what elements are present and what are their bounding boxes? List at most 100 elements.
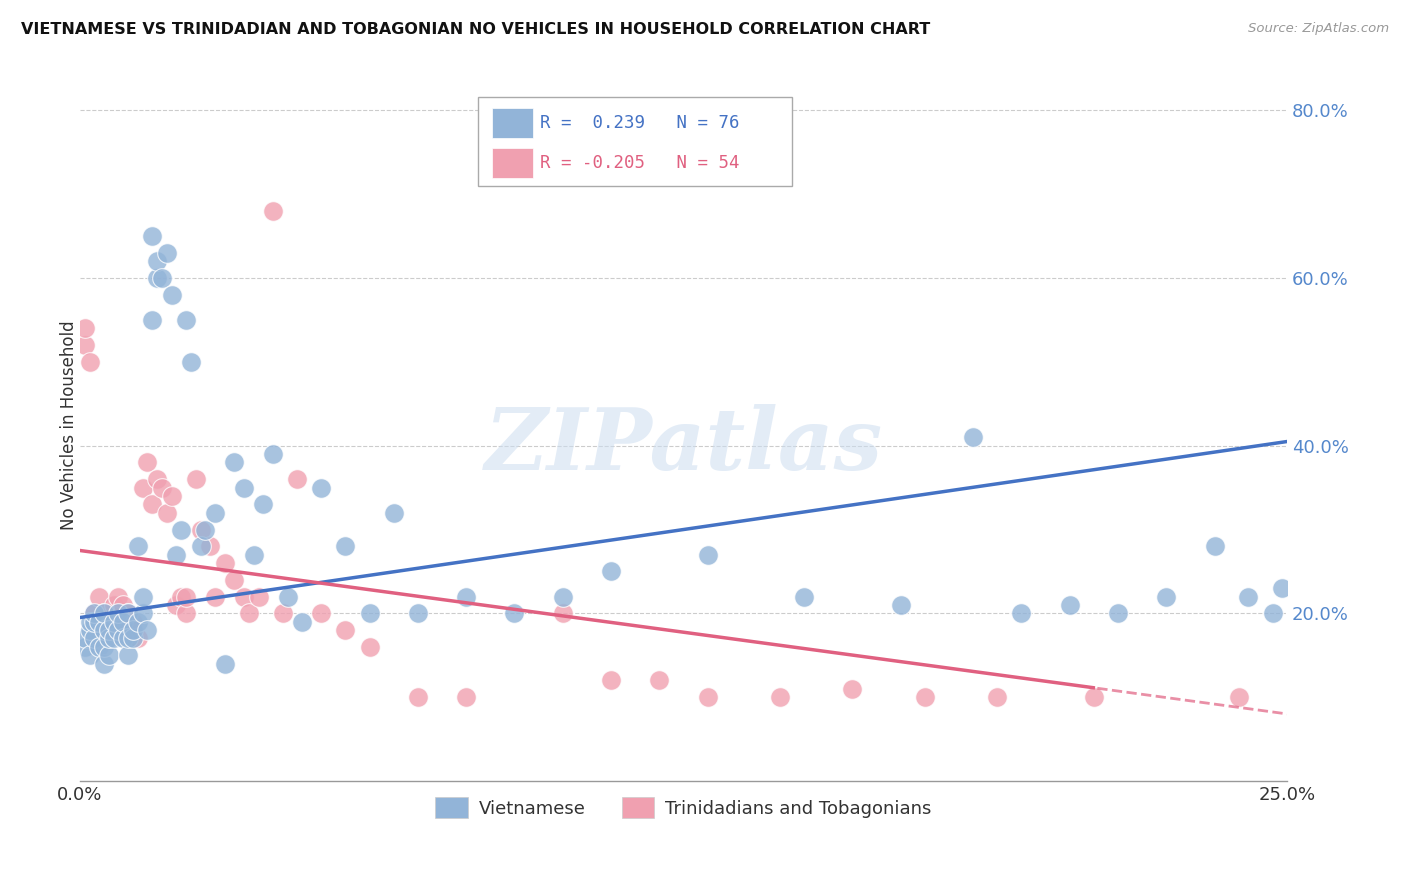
Point xyxy=(89,640,111,654)
Point xyxy=(1227,690,1250,705)
Point xyxy=(165,548,187,562)
Point xyxy=(174,590,197,604)
Point xyxy=(83,607,105,621)
Point xyxy=(89,590,111,604)
Point xyxy=(841,681,863,696)
Point xyxy=(1107,607,1129,621)
Point xyxy=(406,690,429,705)
Point xyxy=(962,430,984,444)
Point xyxy=(276,590,298,604)
Point xyxy=(160,288,183,302)
Point xyxy=(335,623,357,637)
Point xyxy=(156,246,179,260)
Point xyxy=(1011,607,1033,621)
Point xyxy=(382,506,405,520)
Point xyxy=(174,607,197,621)
Point xyxy=(112,598,135,612)
Point xyxy=(214,556,236,570)
Point xyxy=(311,481,333,495)
Point xyxy=(127,615,149,629)
Point xyxy=(359,640,381,654)
Point xyxy=(335,539,357,553)
Point xyxy=(551,590,574,604)
Point xyxy=(1204,539,1226,553)
Point xyxy=(141,229,163,244)
Point xyxy=(184,472,207,486)
Point xyxy=(194,523,217,537)
Point xyxy=(122,623,145,637)
Point xyxy=(83,632,105,646)
Point xyxy=(73,632,96,646)
Point xyxy=(406,607,429,621)
Point xyxy=(190,539,212,553)
Point xyxy=(117,623,139,637)
Point xyxy=(127,632,149,646)
Text: Source: ZipAtlas.com: Source: ZipAtlas.com xyxy=(1249,22,1389,36)
Point xyxy=(93,623,115,637)
Point xyxy=(97,615,120,629)
Point xyxy=(551,607,574,621)
Point xyxy=(170,523,193,537)
Point xyxy=(112,615,135,629)
Point xyxy=(262,447,284,461)
Point xyxy=(224,455,246,469)
Point xyxy=(117,648,139,663)
Text: R =  0.239   N = 76: R = 0.239 N = 76 xyxy=(540,113,740,132)
Point xyxy=(79,355,101,369)
Point xyxy=(127,539,149,553)
Point xyxy=(103,615,125,629)
Point xyxy=(146,271,169,285)
Point xyxy=(73,640,96,654)
Point xyxy=(233,481,256,495)
Point xyxy=(271,607,294,621)
Point xyxy=(122,615,145,629)
Point xyxy=(890,598,912,612)
Text: VIETNAMESE VS TRINIDADIAN AND TOBAGONIAN NO VEHICLES IN HOUSEHOLD CORRELATION CH: VIETNAMESE VS TRINIDADIAN AND TOBAGONIAN… xyxy=(21,22,931,37)
Point xyxy=(117,607,139,621)
Text: R = -0.205   N = 54: R = -0.205 N = 54 xyxy=(540,154,740,172)
Point xyxy=(1156,590,1178,604)
Point xyxy=(150,481,173,495)
Point xyxy=(1261,607,1284,621)
Point xyxy=(238,607,260,621)
Point xyxy=(150,271,173,285)
Text: ZIPatlas: ZIPatlas xyxy=(485,404,883,488)
Point xyxy=(285,472,308,486)
Point xyxy=(141,313,163,327)
Point xyxy=(180,355,202,369)
Point xyxy=(131,481,153,495)
Point xyxy=(93,640,115,654)
Point xyxy=(79,623,101,637)
Point xyxy=(117,607,139,621)
Point xyxy=(107,590,129,604)
Point xyxy=(107,615,129,629)
Point xyxy=(160,489,183,503)
Point xyxy=(456,590,478,604)
Point xyxy=(204,590,226,604)
Point xyxy=(83,607,105,621)
Point xyxy=(117,632,139,646)
Point xyxy=(83,615,105,629)
Point xyxy=(214,657,236,671)
Point xyxy=(224,573,246,587)
Point xyxy=(252,497,274,511)
Point xyxy=(93,623,115,637)
Point xyxy=(112,632,135,646)
Point xyxy=(103,598,125,612)
Point xyxy=(233,590,256,604)
Point xyxy=(141,497,163,511)
Point xyxy=(986,690,1008,705)
Point xyxy=(93,607,115,621)
Point xyxy=(131,590,153,604)
Point xyxy=(291,615,314,629)
Point xyxy=(503,607,526,621)
Point xyxy=(247,590,270,604)
Point xyxy=(136,455,159,469)
Point xyxy=(696,690,718,705)
Point xyxy=(136,623,159,637)
Point xyxy=(131,607,153,621)
Point xyxy=(146,254,169,268)
Point xyxy=(696,548,718,562)
Point xyxy=(97,632,120,646)
Point xyxy=(97,648,120,663)
